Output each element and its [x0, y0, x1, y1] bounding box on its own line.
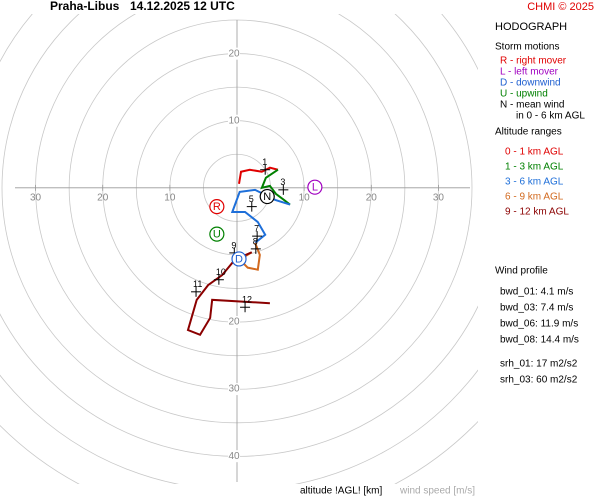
station-title: Praha-Libus [50, 0, 120, 13]
legend-entry: 0 - 1 km AGL [505, 147, 564, 158]
storm-legend-entry: R - right mover [500, 56, 567, 67]
height-marker [191, 286, 202, 297]
wind-profile-stat: bwd_01: 4.1 m/s [500, 287, 573, 298]
storm-legend-entry: D - downwind [500, 78, 561, 89]
height-label: 1 [262, 157, 267, 167]
storm-motion-label: N [263, 191, 271, 203]
height-label: 10 [216, 267, 226, 277]
y-tick-label: 10 [228, 115, 240, 126]
y-tick-label: 20 [228, 48, 240, 59]
y-tick-label: 30 [228, 384, 240, 395]
x-tick-label: 10 [299, 192, 311, 203]
plot-area: 30 20 10 10 20 30 20 10 20 30 40 [0, 14, 478, 484]
y-tick-bg [228, 383, 240, 396]
legend-entry: 9 - 12 km AGL [505, 207, 569, 218]
storm-legend-entry: N - mean wind [500, 100, 564, 111]
storm-motion-label: L [312, 182, 318, 194]
height-marker [278, 184, 289, 195]
storm-legend-entry: U - upwind [500, 89, 548, 100]
hodograph-segment [260, 168, 291, 206]
storm-motion-label: D [235, 253, 243, 265]
wind-profile-stat: bwd_08: 14.4 m/s [500, 335, 579, 346]
y-tick-bg [228, 316, 240, 328]
storm-motion [209, 199, 225, 215]
panel-title: HODOGRAPH [495, 21, 567, 33]
x-tick-label: 30 [433, 192, 445, 203]
height-marker [213, 274, 224, 285]
height-marker [260, 164, 271, 175]
x-tick-label: 20 [97, 192, 109, 203]
wind-profile-stat: bwd_06: 11.9 m/s [500, 319, 578, 330]
hodograph-segment [238, 166, 279, 184]
run-time: 14.12.2025 12 UTC [130, 0, 235, 13]
height-label: 12 [242, 295, 252, 305]
y-tick-bg [228, 450, 240, 463]
storm-motion [259, 188, 275, 205]
storm-motion [307, 179, 323, 195]
height-label: 8 [253, 236, 258, 246]
x-tick-label: 10 [164, 192, 176, 203]
altitude-ranges-title: Altitude ranges [495, 127, 562, 138]
x-tick-label: 20 [366, 192, 378, 203]
y-axis-label: wind speed [m/s] [399, 486, 475, 497]
height-label: 9 [231, 240, 236, 250]
speed-ring [0, 420, 478, 484]
height-label: 5 [249, 194, 254, 204]
storm-motions-title: Storm motions [495, 42, 559, 53]
height-marker [252, 231, 263, 242]
storm-motion [231, 251, 247, 267]
overlay: 0 - 1 km AGL 1 - 3 km AGL 3 - 6 km AGL 6 - … [186, 56, 585, 386]
wind-profile-title: Wind profile [495, 266, 548, 277]
credit: CHMI © 2025 [527, 1, 594, 13]
wind-profile-stat: srh_03: 60 m2/s2 [500, 375, 578, 386]
legend-entry: 3 - 6 km AGL [505, 177, 564, 188]
storm-legend-entry: L - left mover [500, 67, 559, 78]
y-tick-label: 40 [228, 451, 240, 462]
speed-ring [0, 14, 478, 457]
wind-profile-stat: srh_01: 17 m2/s2 [500, 359, 578, 370]
height-marker [240, 302, 251, 313]
x-axis-label: altitude !AGL! [km] [300, 486, 382, 497]
storm-motion-label: U [213, 229, 221, 241]
storm-motion [209, 226, 225, 242]
speed-ring [0, 369, 478, 484]
height-label: 11 [193, 279, 202, 289]
hodograph-segment [186, 251, 270, 336]
x-tick-label: 30 [30, 192, 42, 203]
height-marker [250, 243, 261, 254]
y-tick-label: 20 [228, 317, 240, 328]
y-tick-bg [228, 114, 240, 127]
height-marker [246, 201, 257, 212]
legend-entry: 1 - 3 km AGL [505, 162, 564, 173]
height-label: 3 [280, 177, 285, 187]
storm-motion-label: R [213, 201, 221, 213]
wind-profile-stat: bwd_03: 7.4 m/s [500, 303, 573, 314]
legend-entry: 6 - 9 km AGL [505, 192, 564, 203]
height-label: 7 [254, 224, 259, 234]
y-tick-bg [228, 47, 240, 60]
storm-legend-entry: in 0 - 6 km AGL [516, 111, 585, 122]
